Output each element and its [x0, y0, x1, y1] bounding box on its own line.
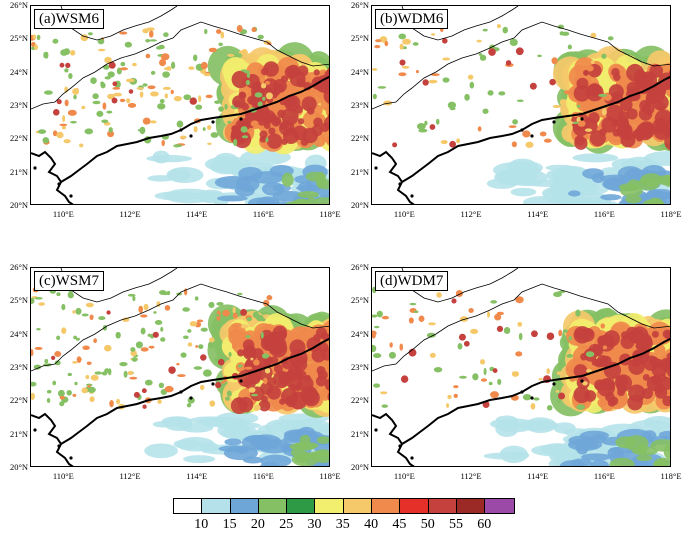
lon-tick-label: 114°E [186, 471, 208, 481]
colorbar [173, 498, 515, 514]
lat-tick-label: 26°N [9, 0, 28, 10]
colorbar-swatch [174, 499, 203, 513]
colorbar-swatch [485, 499, 514, 513]
lon-tick-label: 114°E [186, 209, 208, 219]
lat-tick-label: 21°N [350, 166, 369, 177]
lat-tick-label: 20°N [350, 200, 369, 210]
lat-tick-label: 23°N [9, 362, 28, 372]
colorbar-label: 30 [307, 517, 322, 532]
colorbar-swatch [372, 499, 401, 513]
colorbar-label: 55 [449, 517, 463, 532]
panel-label: (c)WSM7 [34, 271, 104, 291]
colorbar-swatch [315, 499, 344, 513]
lon-tick-label: 116°E [593, 471, 615, 481]
lat-tick-label: 21°N [9, 166, 28, 177]
lon-tick-label: 110°E [52, 471, 74, 481]
lat-tick-label: 20°N [350, 462, 369, 472]
colorbar-swatch [343, 499, 373, 513]
colorbar-label: 20 [250, 517, 265, 532]
lat-tick-label: 26°N [9, 262, 28, 272]
colorbar-label: 50 [420, 517, 435, 532]
lon-tick-label: 110°E [52, 209, 74, 219]
lat-tick-label: 24°N [9, 66, 28, 77]
lat-tick-label: 20°N [9, 462, 28, 472]
lon-tick-label: 118°E [660, 209, 682, 219]
lat-tick-label: 26°N [350, 262, 369, 272]
lat-tick-label: 25°N [350, 33, 369, 44]
colorbar-label: 10 [194, 517, 209, 532]
lon-tick-label: 114°E [527, 209, 549, 219]
lat-tick-label: 24°N [350, 66, 369, 77]
colorbar-swatch [400, 499, 429, 513]
lat-tick-label: 23°N [350, 362, 369, 372]
colorbar-label: 45 [392, 517, 407, 532]
lon-tick-label: 116°E [252, 471, 274, 481]
lat-tick-label: 22°N [350, 133, 369, 144]
lat-tick-label: 25°N [350, 295, 369, 306]
panel-a-wsm6: (a)WSM6 [30, 5, 330, 205]
colorbar-label: 25 [279, 517, 294, 532]
panel-label: (a)WSM6 [34, 9, 104, 29]
lat-tick-label: 22°N [350, 395, 369, 406]
lat-tick-label: 22°N [9, 395, 28, 406]
lat-tick-label: 25°N [9, 33, 28, 44]
lat-tick-label: 23°N [9, 100, 28, 110]
colorbar-swatch [428, 499, 457, 513]
panel-label: (b)WDM6 [375, 9, 449, 29]
lon-tick-label: 112°E [119, 471, 141, 481]
colorbar-swatch [456, 499, 486, 513]
lat-tick-label: 22°N [9, 133, 28, 144]
lon-tick-label: 116°E [593, 209, 615, 219]
panel-d-wdm7: (d)WDM7 [371, 267, 671, 467]
panel-b-wdm6: (b)WDM6 [371, 5, 671, 205]
colorbar-swatch [258, 499, 288, 513]
colorbar-label: 15 [222, 517, 237, 532]
lat-tick-label: 21°N [9, 428, 28, 439]
panel-c-wsm7: (c)WSM7 [30, 267, 330, 467]
lat-tick-label: 23°N [350, 100, 369, 110]
lat-tick-label: 24°N [9, 328, 28, 339]
lon-tick-label: 112°E [119, 209, 141, 219]
lon-tick-label: 118°E [319, 471, 341, 481]
colorbar-label: 35 [335, 517, 350, 532]
lon-tick-label: 116°E [252, 209, 274, 219]
radar-map [31, 268, 329, 466]
colorbar-swatch [202, 499, 231, 513]
lon-tick-label: 118°E [660, 471, 682, 481]
lon-tick-label: 110°E [393, 209, 415, 219]
colorbar-label: 60 [477, 517, 492, 532]
colorbar-label: 40 [364, 517, 379, 532]
lon-tick-label: 114°E [527, 471, 549, 481]
radar-map [372, 6, 670, 204]
radar-map [31, 6, 329, 204]
lat-tick-label: 25°N [9, 295, 28, 306]
radar-map [372, 268, 670, 466]
lat-tick-label: 24°N [350, 328, 369, 339]
lat-tick-label: 26°N [350, 0, 369, 10]
lon-tick-label: 112°E [460, 209, 482, 219]
lat-tick-label: 21°N [350, 428, 369, 439]
lon-tick-label: 118°E [319, 209, 341, 219]
colorbar-swatch [230, 499, 259, 513]
lat-tick-label: 20°N [9, 200, 28, 210]
panel-label: (d)WDM7 [375, 271, 449, 291]
lon-tick-label: 110°E [393, 471, 415, 481]
lon-tick-label: 112°E [460, 471, 482, 481]
colorbar-swatch [287, 499, 316, 513]
